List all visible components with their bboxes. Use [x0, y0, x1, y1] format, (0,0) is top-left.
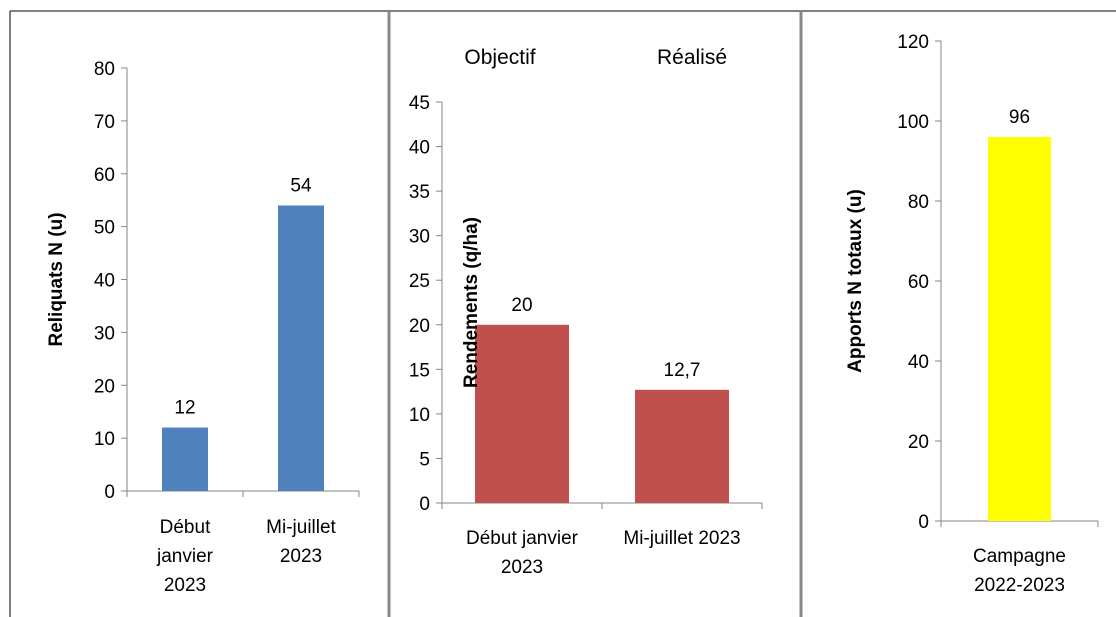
- apports-chart: 0 20 40 60 80 100 120 96 Campagne 2022-2023 Apport…: [845, 32, 1099, 596]
- category-label: Début: [160, 517, 211, 538]
- y-tick-label: 45: [409, 93, 430, 114]
- category-label: 2023: [164, 575, 206, 596]
- y-tick-label: 20: [94, 376, 115, 397]
- y-tick-label: 0: [918, 512, 929, 533]
- rendements-chart: 0 5 10 15 20 25 30 35 40 45 20 Début janvier 2023 Obj…: [409, 46, 763, 578]
- y-tick-label: 70: [94, 112, 115, 133]
- category-label: 2023: [501, 557, 543, 578]
- y-axis-title: Rendements (q/ha): [461, 217, 482, 388]
- bar: [635, 389, 729, 503]
- y-tick-label: 5: [419, 449, 430, 470]
- y-tick-label: 50: [94, 218, 115, 239]
- data-label: 20: [511, 295, 532, 316]
- category-label: Début janvier: [466, 528, 579, 549]
- y-tick-label: 60: [908, 272, 929, 293]
- category-label: janvier: [156, 546, 214, 567]
- y-axis-title: Apports N totaux (u): [845, 189, 866, 373]
- y-tick-label: 80: [94, 59, 115, 80]
- data-label: 12,7: [664, 360, 701, 381]
- y-tick-label: 25: [409, 271, 430, 292]
- bar: [475, 324, 569, 503]
- data-label: 54: [290, 175, 312, 196]
- category-label: 2022-2023: [974, 575, 1065, 596]
- bar: [278, 205, 324, 491]
- y-tick-label: 60: [94, 165, 115, 186]
- y-tick-label: 0: [419, 494, 430, 515]
- category-label: Campagne: [973, 546, 1066, 567]
- y-tick-label: 40: [409, 138, 430, 159]
- y-tick-label: 15: [409, 360, 430, 381]
- y-tick-label: 30: [94, 323, 115, 344]
- y-axis-title: Reliquats N (u): [46, 212, 67, 346]
- y-tick-label: 40: [908, 352, 929, 373]
- bar: [988, 137, 1051, 521]
- y-tick-label: 120: [897, 32, 929, 53]
- data-label: 96: [1009, 107, 1030, 128]
- y-tick-label: 20: [409, 316, 430, 337]
- reliquats-chart: 0 10 20 30 40 50 60 70 80 12 Début janvier 2023 54 Mi-…: [46, 59, 360, 596]
- y-tick-label: 30: [409, 227, 430, 248]
- y-tick-label: 80: [908, 192, 929, 213]
- y-tick-label: 100: [897, 112, 929, 133]
- y-tick-label: 0: [104, 482, 115, 503]
- data-label: 12: [174, 398, 195, 419]
- y-tick-label: 35: [409, 182, 430, 203]
- top-label: Réalisé: [657, 46, 727, 69]
- y-tick-label: 20: [908, 432, 929, 453]
- y-tick-label: 40: [94, 271, 115, 292]
- category-label: 2023: [280, 546, 322, 567]
- y-tick-label: 10: [409, 405, 430, 426]
- category-label: Mi-juillet 2023: [623, 528, 740, 549]
- top-label: Objectif: [464, 46, 535, 69]
- bar: [162, 427, 208, 491]
- y-tick-label: 10: [94, 429, 115, 450]
- category-label: Mi-juillet: [266, 517, 336, 538]
